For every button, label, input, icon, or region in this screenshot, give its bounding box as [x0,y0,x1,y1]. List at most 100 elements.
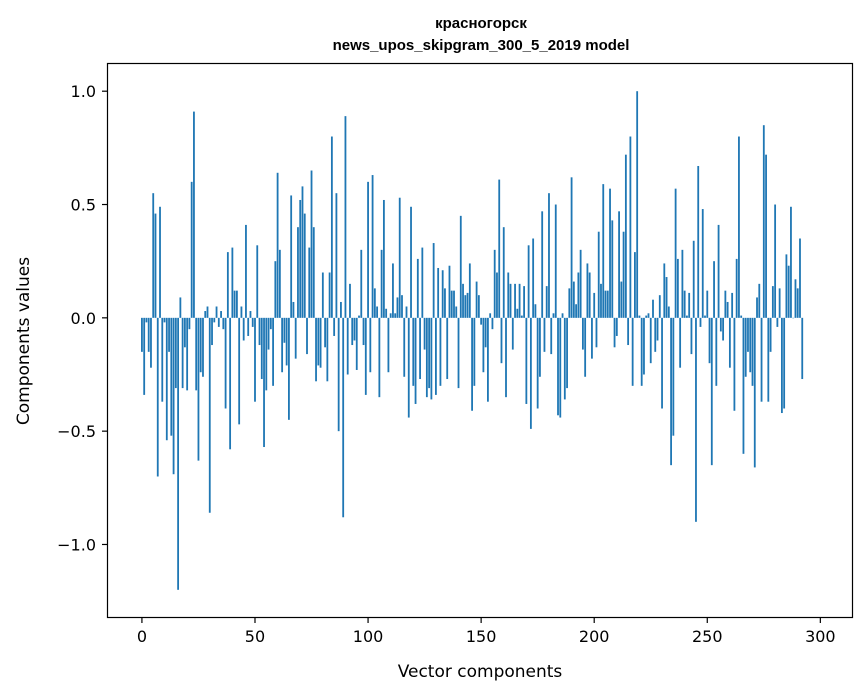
bar [487,317,489,402]
bar [412,317,415,386]
bar [272,317,274,386]
bar [183,317,186,348]
bar [731,292,734,318]
bar [337,317,340,432]
bar [217,317,220,327]
bar [446,317,449,380]
bar [724,290,727,318]
bar [193,111,195,318]
bar [222,317,225,330]
bar [545,286,548,318]
bar [658,295,661,318]
bar [265,317,268,391]
bar [516,308,519,318]
bar [575,304,578,318]
bar [783,317,786,409]
bar [554,204,557,318]
bar [514,283,516,318]
bar [468,263,471,318]
bar [563,317,566,400]
bar [624,154,627,318]
bar [208,317,211,513]
bar [260,317,263,380]
x-axis-label: Vector components [398,662,563,682]
bar [328,272,331,318]
bar [557,317,559,416]
bar [695,317,697,522]
bar [425,317,428,398]
bar [450,290,453,318]
bar [634,252,636,318]
bar [471,317,473,411]
bar [190,181,193,318]
bar [195,317,198,391]
bar [613,317,616,348]
bar [649,317,652,364]
bar [643,317,645,375]
bar [229,317,232,450]
bar [473,317,476,386]
bar [177,317,180,590]
bar [674,188,677,318]
bar [726,301,729,318]
bar [735,258,738,318]
bar [249,311,252,318]
bar [683,290,686,318]
bar [414,317,417,404]
bar [778,288,781,318]
bar [591,317,593,359]
bar [749,317,752,373]
bar [358,315,360,318]
bar [410,206,412,318]
bar [794,279,797,318]
bar [477,295,480,318]
bar [333,317,336,336]
x-axis: 0 50 100 150 200 250 300 [137,617,836,646]
bar [312,227,315,318]
bar [744,317,747,377]
bar [719,317,722,332]
bar [796,288,799,318]
bar [758,283,761,318]
bar [224,317,227,409]
bar [665,277,668,318]
bar [448,265,451,318]
bar [502,227,505,318]
bar [405,306,408,318]
bars-layer [141,91,804,590]
x-tick-label: 0 [137,627,147,646]
bar [152,193,155,318]
bar [199,317,202,373]
bar [439,317,442,386]
bar [315,317,317,382]
x-tick-label: 150 [466,627,497,646]
bar [629,136,632,318]
bar [297,227,299,318]
bar [396,297,399,318]
bar [602,184,605,318]
bar [593,292,596,318]
bar [161,317,164,402]
bar [147,317,150,352]
bar [713,261,715,318]
bar [437,267,440,318]
bar [525,317,528,404]
bar [686,315,688,318]
bar [156,317,159,477]
bar [742,317,745,454]
bar [710,317,713,466]
bar [801,317,804,380]
bar [688,292,691,318]
bar [548,193,550,318]
bar [213,317,216,323]
bar [186,317,189,391]
bar [595,317,598,348]
bar [281,317,284,373]
bar [597,231,600,318]
bar [392,263,394,318]
bar [181,317,184,389]
bar [459,215,462,318]
bar [432,243,435,318]
bar [401,295,403,318]
